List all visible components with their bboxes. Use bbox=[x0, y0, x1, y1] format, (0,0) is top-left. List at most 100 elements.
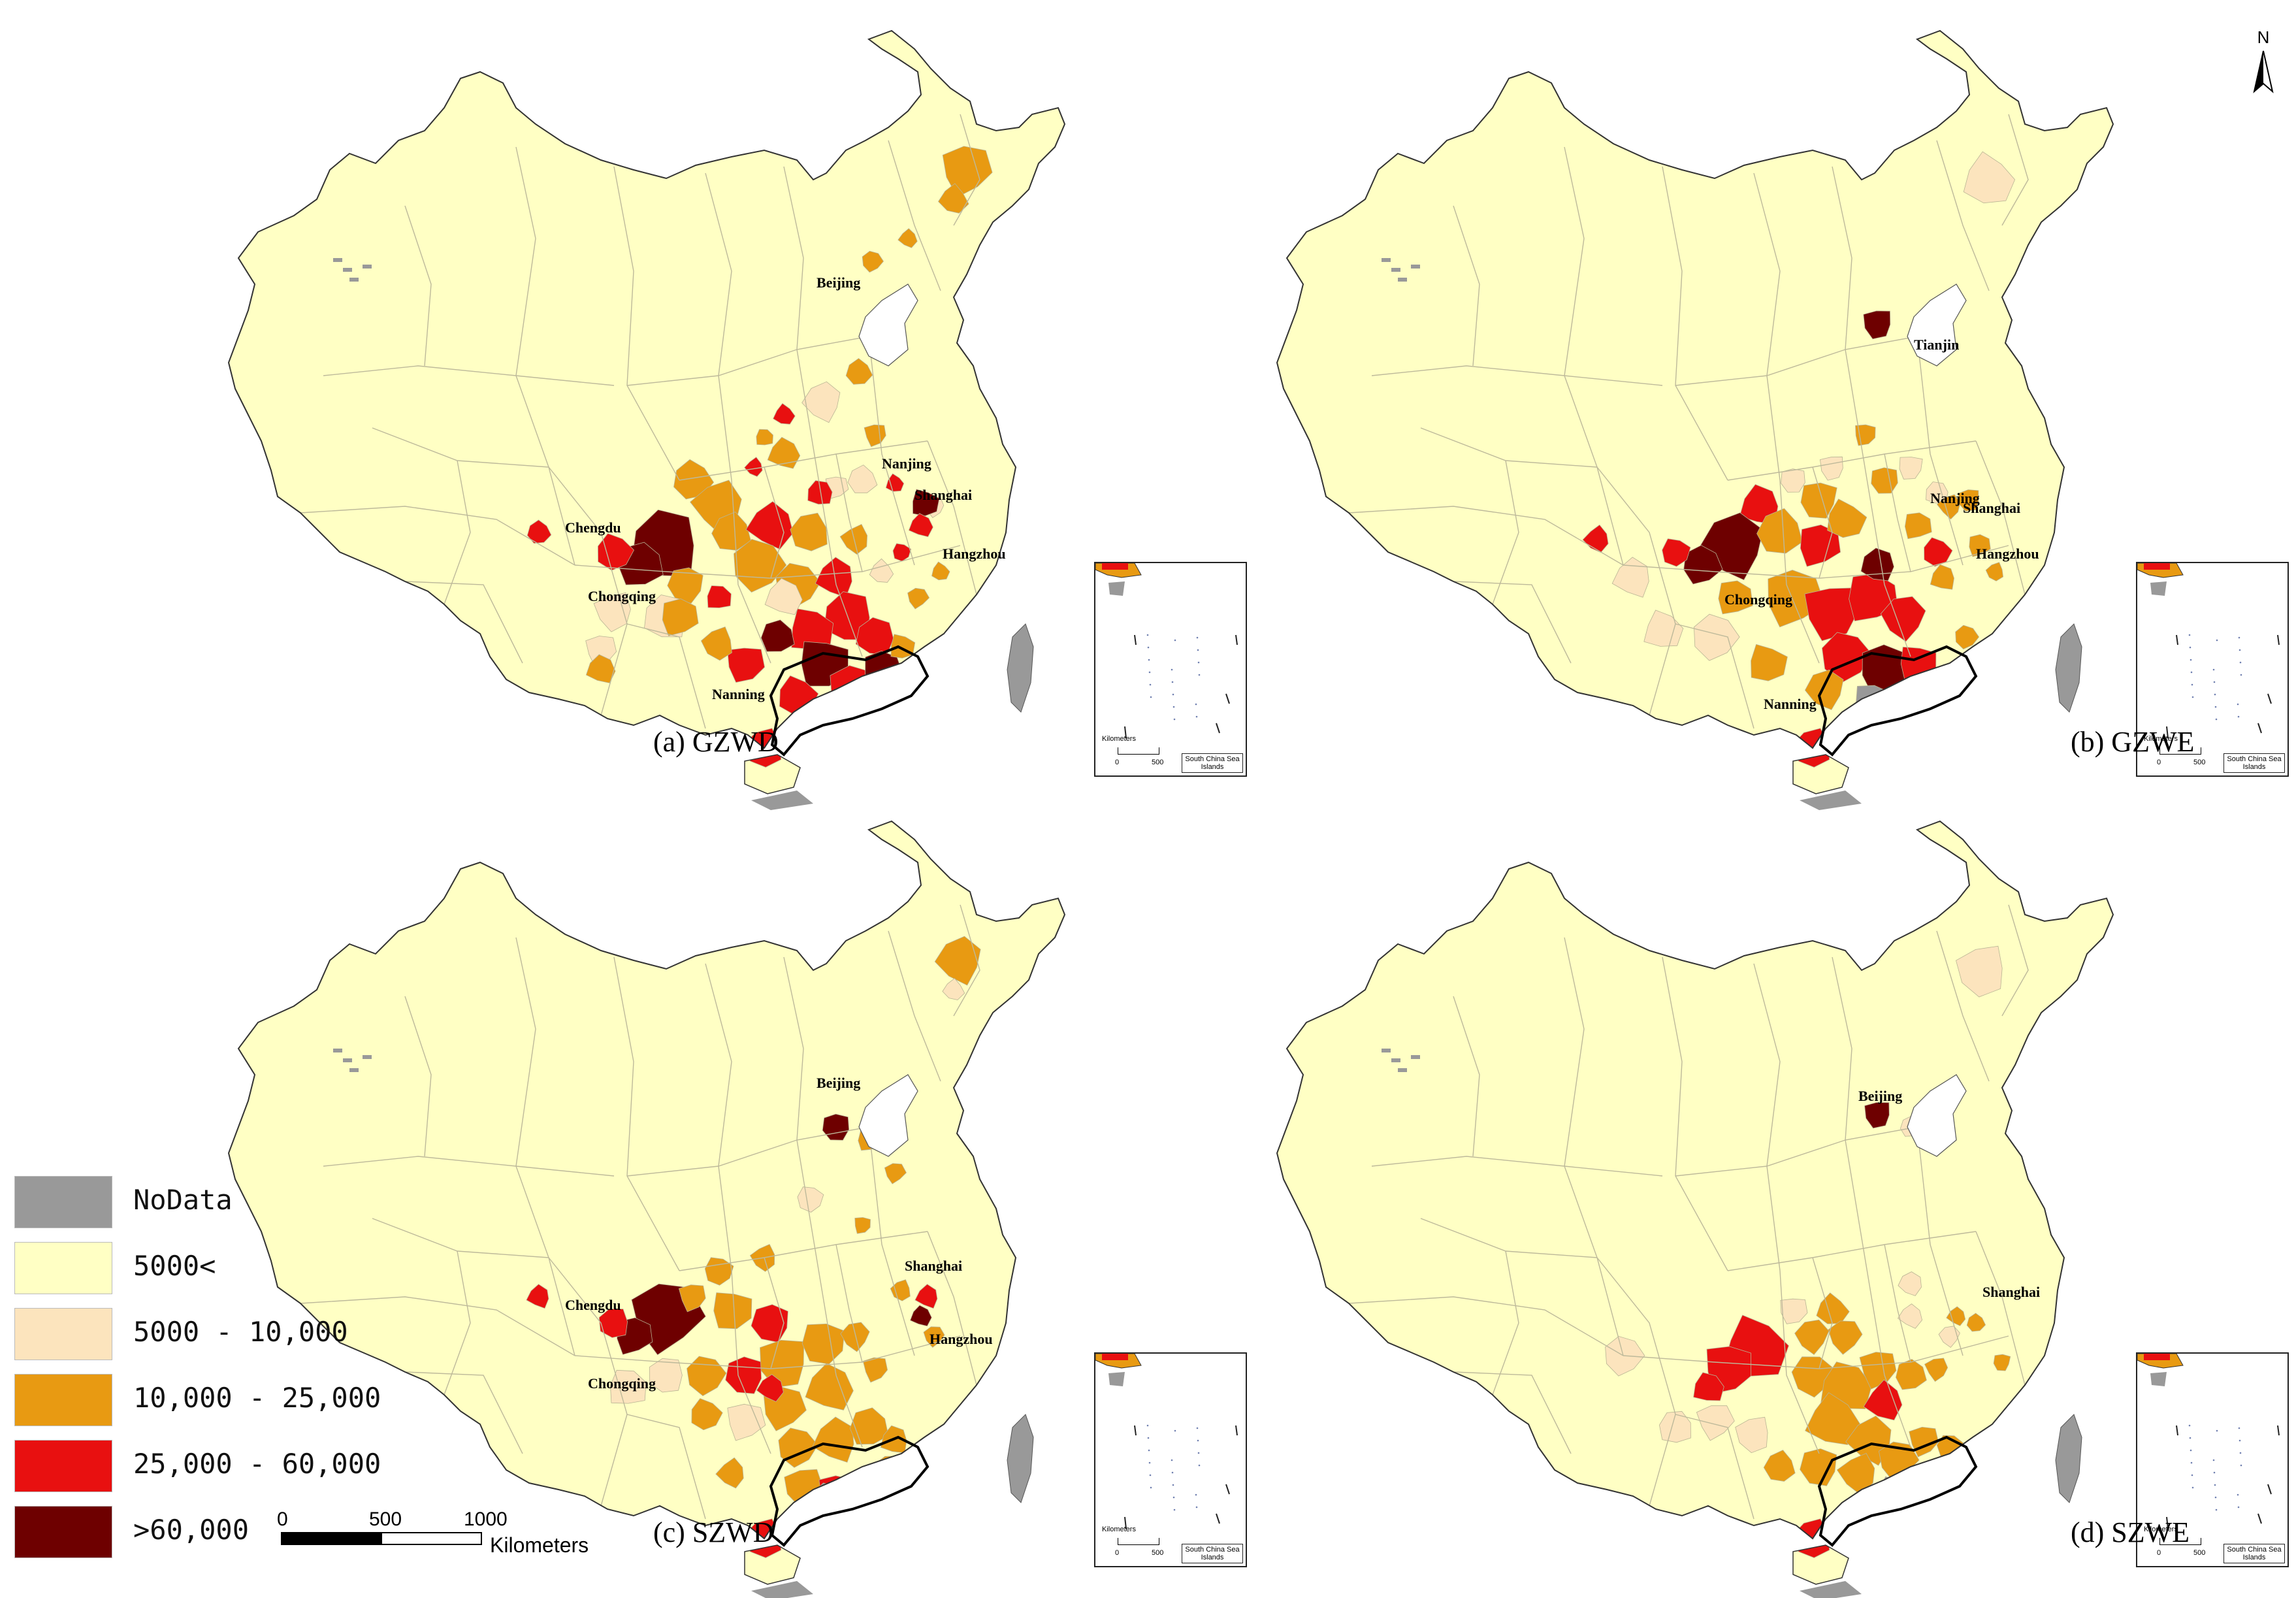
admin-boundary bbox=[1348, 506, 1624, 566]
inset-title: South China Sea Islands bbox=[2223, 1544, 2285, 1563]
admin-boundary bbox=[764, 1257, 784, 1369]
admin-boundary bbox=[1975, 440, 2026, 595]
admin-boundary bbox=[1453, 205, 1480, 367]
admin-boundary bbox=[796, 349, 863, 657]
admin-boundary bbox=[626, 1126, 869, 1177]
prefecture-region bbox=[744, 457, 763, 477]
inset-scale-tick: 500 bbox=[1152, 758, 1164, 766]
inset-title: South China Sea Islands bbox=[2223, 753, 2285, 773]
admin-boundary bbox=[718, 1166, 771, 1454]
prefecture-region bbox=[1897, 1303, 1923, 1329]
admin-boundary bbox=[783, 166, 804, 350]
prefecture-region bbox=[805, 1363, 854, 1410]
lake-nodata bbox=[1391, 1058, 1400, 1062]
prefecture-region bbox=[760, 619, 795, 652]
prefecture-region bbox=[715, 1457, 744, 1489]
admin-boundary bbox=[1812, 1257, 1833, 1369]
prefecture-region bbox=[1816, 1292, 1850, 1324]
admin-boundary bbox=[1453, 1371, 1572, 1454]
admin-boundary bbox=[626, 1414, 706, 1520]
national-boundary bbox=[227, 820, 1066, 1540]
admin-boundary bbox=[1675, 1414, 1754, 1520]
lake-nodata bbox=[333, 258, 342, 262]
prefecture-region bbox=[942, 977, 965, 1000]
legend-item-5000-10000: 5000 - 10,000 bbox=[14, 1308, 380, 1360]
lake-nodata bbox=[1391, 268, 1400, 272]
prefecture-region bbox=[840, 1322, 870, 1352]
city-label-chengdu: Chengdu bbox=[565, 519, 621, 536]
guangdong-outline bbox=[1817, 645, 1978, 757]
prefecture-region bbox=[1958, 489, 1979, 512]
prefecture-region bbox=[931, 561, 950, 581]
admin-boundary bbox=[1662, 956, 1728, 1271]
city-label-chongqing: Chongqing bbox=[1724, 591, 1792, 608]
prefecture-region bbox=[1938, 1326, 1960, 1348]
admin-boundary bbox=[1812, 466, 1833, 579]
prefecture-region bbox=[727, 1403, 766, 1441]
admin-boundary bbox=[515, 146, 536, 376]
lake-nodata bbox=[1411, 1055, 1420, 1059]
prefecture-region bbox=[727, 647, 766, 683]
china-landmass bbox=[1277, 821, 2113, 1539]
legend-swatch bbox=[14, 1506, 112, 1558]
prefecture-region bbox=[847, 1470, 878, 1500]
prefecture-region bbox=[1926, 481, 1948, 504]
admin-boundary bbox=[613, 166, 680, 481]
admin-boundary bbox=[613, 956, 680, 1271]
lake-nodata bbox=[343, 268, 352, 272]
lake-nodata bbox=[1382, 1049, 1391, 1052]
scale-bar-segment bbox=[381, 1532, 482, 1545]
city-label-hangzhou: Hangzhou bbox=[943, 546, 1006, 562]
prefecture-region bbox=[1696, 1405, 1735, 1441]
china-map-svg bbox=[1276, 29, 2114, 810]
legend-label: 5000< bbox=[133, 1250, 216, 1282]
prefecture-region bbox=[1805, 1392, 1860, 1445]
admin-boundary bbox=[1753, 963, 1781, 1167]
lake-nodata bbox=[363, 1055, 372, 1059]
inset-scale-tick: 0 bbox=[2157, 758, 2161, 766]
south-china-sea-inset: Kilometers 0 500 South China Sea Islands bbox=[1094, 562, 1247, 777]
legend-item-10000-25000: 10,000 - 25,000 bbox=[14, 1374, 381, 1426]
admin-boundary bbox=[1753, 172, 1781, 376]
prefecture-region bbox=[909, 1305, 932, 1327]
prefecture-region bbox=[704, 1257, 734, 1286]
inset-scale-tick: 0 bbox=[1115, 1549, 1120, 1557]
admin-boundary bbox=[764, 466, 784, 579]
inset-scale-label: Kilometers bbox=[2144, 735, 2178, 743]
prefecture-region bbox=[1643, 610, 1684, 647]
legend-item-gt60000: >60,000 bbox=[14, 1506, 380, 1558]
south-china-sea-inset: Kilometers 0 500 South China Sea Islands bbox=[1094, 1352, 1247, 1567]
national-boundary bbox=[227, 29, 1066, 749]
prefecture-region bbox=[845, 358, 873, 385]
panel-caption: (a) GZWD bbox=[653, 726, 779, 758]
scale-unit: Kilometers bbox=[490, 1533, 589, 1557]
admin-boundary bbox=[1675, 1126, 1918, 1177]
admin-boundary bbox=[300, 506, 575, 566]
lake-nodata bbox=[1411, 265, 1420, 269]
admin-boundary bbox=[1845, 1139, 1911, 1448]
prefecture-region bbox=[801, 381, 841, 423]
south-china-sea-inset: Kilometers 0 500 South China Sea Islands bbox=[2136, 1352, 2289, 1567]
admin-boundary bbox=[626, 336, 869, 386]
prefecture-region bbox=[1898, 1271, 1922, 1296]
prefecture-region bbox=[1930, 564, 1954, 590]
prefecture-region bbox=[1904, 512, 1932, 540]
admin-boundary bbox=[783, 956, 804, 1141]
admin-boundary bbox=[1936, 930, 1990, 1082]
legend-swatch bbox=[14, 1308, 112, 1360]
inset-scale-tick: 0 bbox=[1115, 758, 1120, 766]
admin-boundary bbox=[323, 1156, 615, 1177]
city-label-beijing: Beijing bbox=[1858, 1088, 1903, 1104]
city-label-nanning: Nanning bbox=[1764, 696, 1817, 712]
prefecture-region bbox=[923, 1326, 945, 1348]
city-label-chongqing: Chongqing bbox=[588, 588, 656, 604]
legend-label: 25,000 - 60,000 bbox=[133, 1448, 381, 1480]
admin-boundary bbox=[705, 172, 732, 376]
prefecture-region bbox=[854, 1217, 871, 1234]
legend-swatch bbox=[14, 1374, 112, 1426]
hainan-nodata bbox=[751, 1581, 813, 1598]
inset-scale-bar bbox=[1118, 1538, 1159, 1545]
prefecture-region bbox=[885, 473, 905, 492]
city-label-tianjin: Tianjin bbox=[1914, 336, 1960, 353]
admin-boundary bbox=[796, 1139, 863, 1448]
